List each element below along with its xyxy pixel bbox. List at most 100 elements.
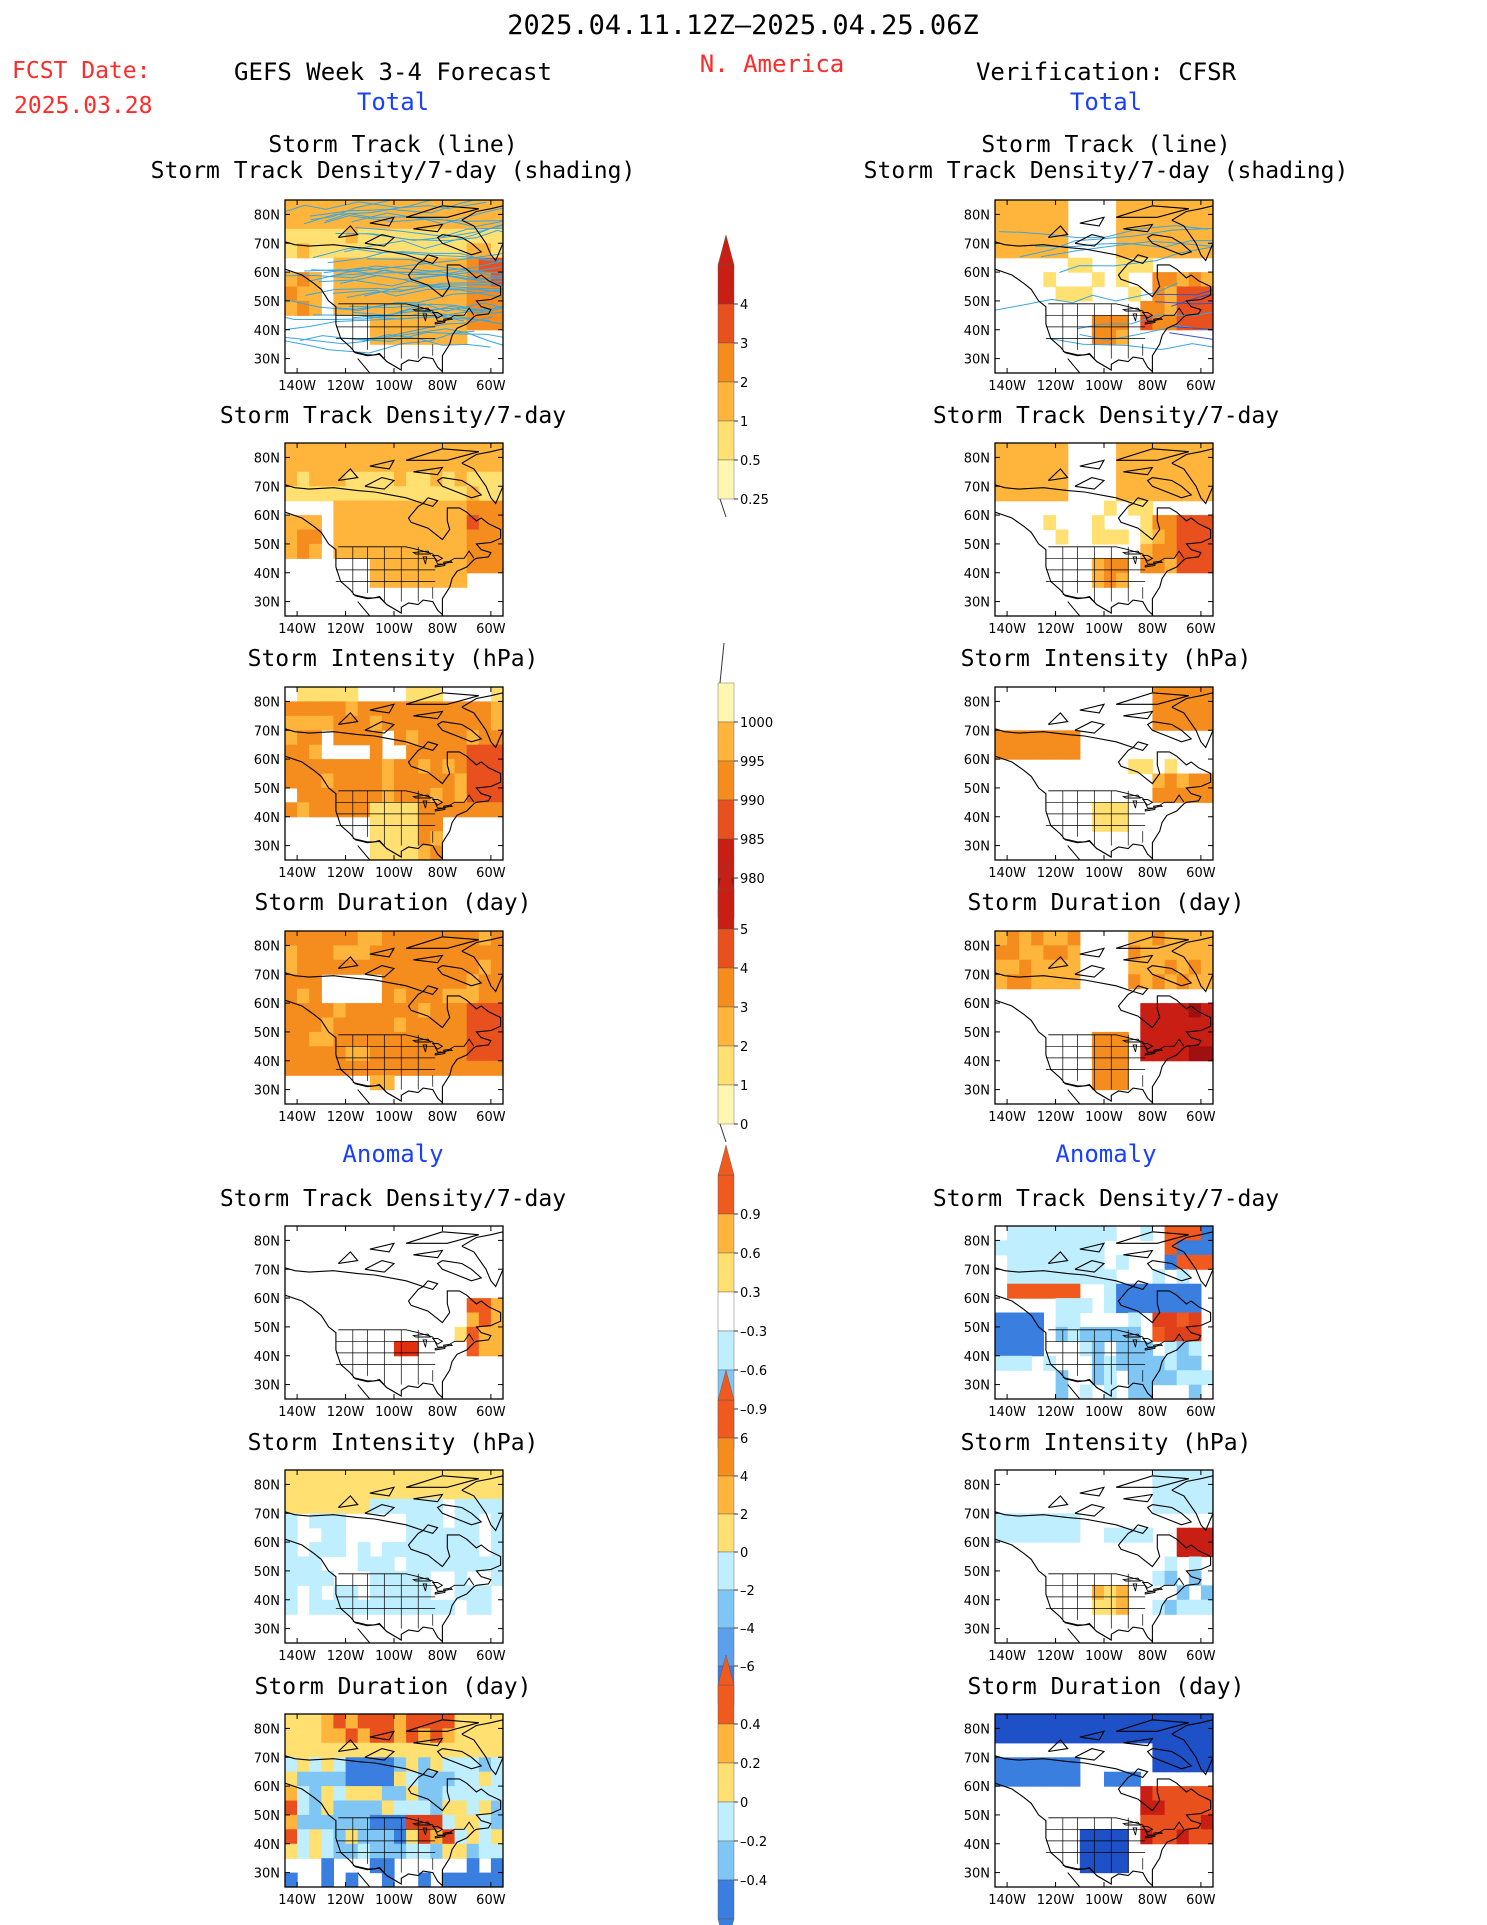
shading-cell [1079, 1843, 1093, 1859]
shading-cell [442, 931, 456, 946]
arctic-island [413, 1493, 444, 1503]
lon-tick-label: 120W [327, 379, 365, 394]
lon-tick-label: 140W [988, 1893, 1026, 1908]
shading-cell [442, 1060, 456, 1076]
lat-tick-label: 50N [254, 1026, 280, 1041]
shading-cell [478, 1484, 492, 1500]
shading-cell [345, 1470, 359, 1485]
shading-cell [1176, 701, 1190, 717]
shading-cell [406, 500, 419, 516]
lat-tick-label: 40N [254, 1055, 280, 1070]
shading-cell [309, 243, 322, 259]
shading-cell [1091, 515, 1105, 531]
shading-cell [995, 1240, 1008, 1256]
shading-cell [1188, 272, 1202, 288]
shading-cell [1055, 730, 1069, 746]
shading-cell [1140, 759, 1153, 775]
shading-cell [394, 931, 407, 946]
shading-cell [1007, 931, 1020, 946]
panel-title-duration-anom-right: Storm Duration (day) [967, 1674, 1245, 1700]
shading-cell [321, 802, 334, 818]
shading-cell [1140, 1031, 1153, 1047]
shading-cell [381, 1872, 395, 1887]
shading-cell [1200, 1829, 1213, 1845]
lat-tick-label: 70N [254, 1263, 280, 1278]
shading-cell [1188, 1226, 1202, 1241]
shading-cell [1128, 243, 1141, 259]
lat-tick-label: 70N [964, 1263, 990, 1278]
shading-cell [478, 486, 492, 502]
shading-cell [369, 529, 383, 545]
lat-tick-label: 60N [964, 997, 990, 1012]
shading-cell [418, 1060, 431, 1076]
shading-cell [442, 1742, 456, 1758]
shading-cell [1176, 959, 1190, 975]
shading-cell [442, 1599, 456, 1615]
arctic-island [1047, 1495, 1069, 1509]
shading-cell [394, 715, 407, 731]
shading-cell [381, 931, 395, 946]
colorbar-label: –0.4 [740, 1874, 767, 1889]
shading-cell [394, 228, 407, 244]
shading-cell [381, 1843, 395, 1859]
shading-cell [309, 486, 322, 502]
shading-cell [454, 959, 468, 975]
colorbar-label: 0.3 [740, 1286, 761, 1301]
shading-cell [1200, 300, 1213, 316]
shading-cell [406, 1031, 419, 1047]
shading-cell [369, 1771, 383, 1787]
arctic-island [369, 1730, 396, 1741]
shading-cell [1200, 1254, 1213, 1270]
lon-tick-label: 100W [375, 379, 413, 394]
shading-cell [297, 1829, 310, 1845]
shading-cell [1091, 1269, 1105, 1285]
arctic-island [1079, 1730, 1106, 1741]
shading-cell [381, 457, 395, 473]
shading-cell [406, 845, 419, 860]
shading-cell [333, 1599, 347, 1615]
shading-cell [394, 543, 407, 559]
shading-cell [1079, 1858, 1093, 1874]
shading-cell [478, 974, 492, 990]
shading-cell [1007, 744, 1020, 760]
shading-cell [1188, 701, 1202, 717]
shading-cell [1116, 486, 1129, 502]
shading-cell [321, 959, 334, 975]
arctic-island [1079, 459, 1106, 470]
shading-cell [430, 1031, 443, 1047]
shading-cell [285, 959, 298, 975]
shading-cell [1007, 945, 1020, 961]
colorbar-label: 1 [740, 1079, 748, 1094]
shading-cell [309, 1017, 322, 1033]
colorbar-swatch [717, 682, 735, 723]
shading-cell [369, 500, 383, 516]
shading-cell [1079, 1326, 1093, 1342]
colorbar-swatch [717, 1330, 735, 1371]
colorbar-swatch [717, 1006, 735, 1047]
shading-cell [1200, 228, 1213, 244]
shading-cell [309, 701, 322, 717]
shading-cell [1176, 300, 1190, 316]
shading-cell [1140, 243, 1153, 259]
shading-cell [1116, 1829, 1129, 1845]
shading-cell [1176, 1542, 1190, 1558]
colorbar-swatch [717, 264, 735, 305]
shading-cell [357, 228, 371, 244]
great-lake [431, 1826, 444, 1833]
shading-cell [466, 701, 480, 717]
shading-cell [394, 701, 407, 717]
shading-cell [1055, 1771, 1069, 1787]
shading-cell [1067, 1283, 1081, 1299]
shading-cell [1055, 1298, 1069, 1314]
shading-cell [309, 1060, 322, 1076]
greenland-coast [461, 936, 503, 993]
anomaly-label-right: Anomaly [1055, 1140, 1157, 1168]
colorbar-swatch [717, 1879, 735, 1920]
shading-cell [357, 1031, 371, 1047]
lat-tick-label: 70N [254, 1751, 280, 1766]
shading-cell [357, 1728, 371, 1744]
shading-cell [1152, 687, 1166, 702]
lon-tick-label: 140W [278, 1649, 316, 1664]
shading-cell [309, 1742, 322, 1758]
shading-cell [490, 1858, 503, 1874]
